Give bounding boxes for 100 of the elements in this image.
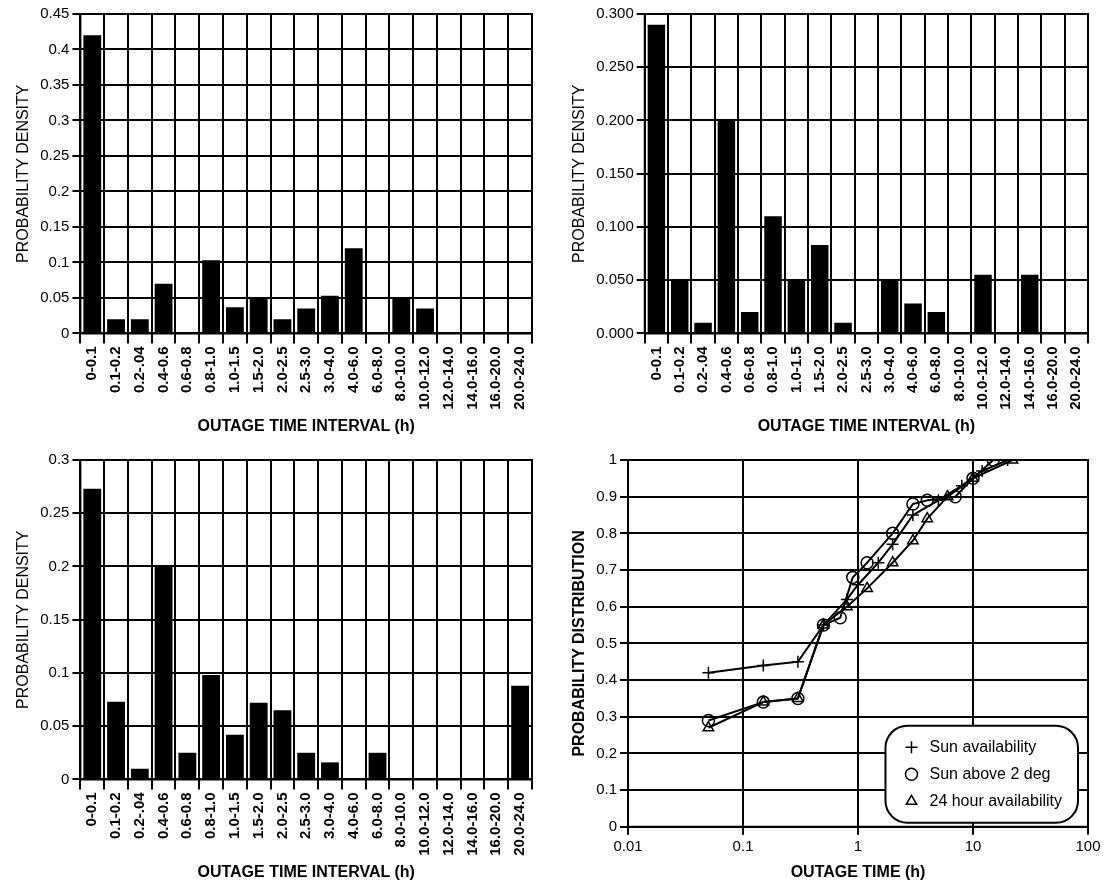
y-tick-label: 0.7 (596, 560, 618, 578)
y-tick-label: 0.3 (48, 110, 70, 128)
x-axis-title: OUTAGE TIME (h) (790, 862, 926, 880)
y-tick-label: 0.2 (596, 743, 618, 761)
x-tick-label: 0.4-0.6 (153, 346, 171, 394)
x-tick-label: 10.0-12.0 (415, 792, 433, 856)
y-tick-label: 0.050 (596, 270, 634, 288)
y-tick-label: 0.1 (596, 780, 618, 798)
x-tick-label: 0.1-0.2 (106, 792, 124, 840)
x-tick-label: 2.5-3.0 (296, 792, 314, 840)
y-tick-label: 0.6 (596, 596, 618, 614)
y-tick-label: 0 (608, 816, 618, 834)
y-axis-title: PROBABILITY DISTRIBUTION (570, 530, 588, 757)
x-tick-label: 1.5-2.0 (248, 346, 266, 394)
x-tick-label: 0.1-0.2 (669, 346, 687, 394)
x-tick-label: 1 (853, 836, 863, 854)
y-tick-label: 0.150 (596, 163, 634, 181)
x-tick-label: 2.0-2.5 (833, 346, 851, 394)
x-tick-label: 0.4-0.6 (153, 792, 171, 840)
x-tick-label: 0.6-0.8 (739, 346, 757, 394)
y-tick-label: 0.25 (40, 146, 70, 164)
legend-label: Sun above 2 deg (929, 764, 1051, 782)
x-tick-label: 12.0-14.0 (438, 346, 456, 410)
x-tick-label: 0.2-.04 (129, 345, 147, 394)
y-tick-label: 0.2 (48, 181, 70, 199)
x-tick-label: 100 (1075, 836, 1101, 854)
x-tick-label: 1.0-1.5 (786, 346, 804, 394)
y-tick-label: 0 (61, 769, 70, 787)
x-tick-label: 12.0-14.0 (438, 792, 456, 856)
y-tick-label: 0.9 (596, 486, 618, 504)
y-axis-title: PROBABILITY DENSITY (14, 84, 32, 263)
x-tick-label: 12.0-14.0 (996, 346, 1014, 410)
x-tick-label: 2.0-2.5 (272, 346, 290, 394)
x-tick-label: 8.0-10.0 (391, 792, 409, 848)
x-tick-label: 0.6-0.8 (177, 346, 195, 394)
x-tick-label: 16.0-20.0 (486, 792, 504, 856)
x-tick-label: 10 (964, 836, 982, 854)
y-tick-label: 0.15 (40, 609, 70, 627)
y-tick-label: 0.45 (40, 4, 70, 22)
x-axis-title: OUTAGE TIME INTERVAL (h) (197, 416, 415, 434)
x-tick-label: 4.0-6.0 (343, 792, 361, 840)
x-tick-label: 10.0-12.0 (415, 346, 433, 410)
x-tick-label: 16.0-20.0 (486, 346, 504, 410)
x-tick-label: 3.0-4.0 (320, 792, 338, 840)
x-tick-label: 0-0.1 (82, 792, 100, 827)
x-tick-label: 8.0-10.0 (949, 346, 967, 402)
x-tick-label: 0.2-.04 (129, 791, 147, 840)
y-axis-title: PROBABILITY DENSITY (14, 530, 32, 709)
x-axis-title: OUTAGE TIME INTERVAL (h) (197, 862, 415, 880)
y-tick-label: 0.5 (596, 633, 618, 651)
x-tick-label: 0.01 (613, 836, 643, 854)
y-tick-label: 0.250 (596, 57, 634, 75)
y-tick-label: 0.35 (40, 75, 70, 93)
x-tick-label: 0.8-1.0 (763, 346, 781, 394)
x-tick-label: 0.6-0.8 (177, 792, 195, 840)
x-tick-label: 2.5-3.0 (296, 346, 314, 394)
y-tick-label: 0.25 (40, 503, 70, 521)
y-tick-label: 0.200 (596, 110, 634, 128)
x-tick-label: 14.0-16.0 (462, 346, 480, 410)
x-tick-label: 4.0-6.0 (903, 346, 921, 394)
y-tick-label: 0.1 (48, 252, 70, 270)
x-tick-label: 16.0-20.0 (1043, 346, 1061, 410)
x-tick-label: 2.5-3.0 (856, 346, 874, 394)
y-tick-label: 0.2 (48, 556, 70, 574)
x-tick-label: 4.0-6.0 (343, 346, 361, 394)
x-tick-label: 14.0-16.0 (1019, 346, 1037, 410)
x-tick-label: 1.0-1.5 (225, 792, 243, 840)
x-tick-label: 0.4-0.6 (716, 346, 734, 394)
x-tick-label: 20.0-24.0 (510, 792, 528, 856)
legend-label: 24 hour availability (929, 791, 1063, 809)
x-tick-label: 0-0.1 (646, 346, 664, 381)
y-tick-label: 0.300 (596, 4, 634, 22)
y-tick-label: 0.3 (48, 450, 70, 468)
x-axis-title: OUTAGE TIME INTERVAL (h) (757, 416, 976, 434)
y-tick-label: 0.3 (596, 706, 618, 724)
y-tick-label: 0.4 (48, 39, 70, 57)
x-tick-label: 20.0-24.0 (1066, 346, 1084, 410)
y-axis-title: PROBABILITY DENSITY (570, 84, 588, 263)
x-tick-label: 8.0-10.0 (391, 346, 409, 402)
y-tick-label: 0.15 (40, 217, 70, 235)
x-tick-label: 0.8-1.0 (201, 792, 219, 840)
x-tick-label: 1.5-2.0 (248, 792, 266, 840)
x-tick-label: 3.0-4.0 (320, 346, 338, 394)
y-tick-label: 0.1 (48, 663, 70, 681)
x-tick-label: 6.0-8.0 (367, 346, 385, 394)
y-tick-label: 0.05 (40, 716, 70, 734)
y-tick-label: 0.4 (596, 670, 618, 688)
x-tick-label: 1.5-2.0 (809, 346, 827, 394)
y-tick-label: 0.000 (596, 323, 634, 341)
x-tick-label: 0.1-0.2 (106, 346, 124, 394)
x-tick-label: 0.2-.04 (693, 345, 711, 394)
x-tick-label: 0.1 (732, 836, 754, 854)
x-tick-label: 6.0-8.0 (367, 792, 385, 840)
y-tick-label: 0 (61, 323, 70, 341)
y-tick-label: 0.8 (596, 523, 618, 541)
y-tick-label: 0.100 (596, 217, 634, 235)
y-tick-label: 0.05 (40, 288, 70, 306)
x-tick-label: 6.0-8.0 (926, 346, 944, 394)
x-tick-label: 1.0-1.5 (225, 346, 243, 394)
x-tick-label: 14.0-16.0 (462, 792, 480, 856)
